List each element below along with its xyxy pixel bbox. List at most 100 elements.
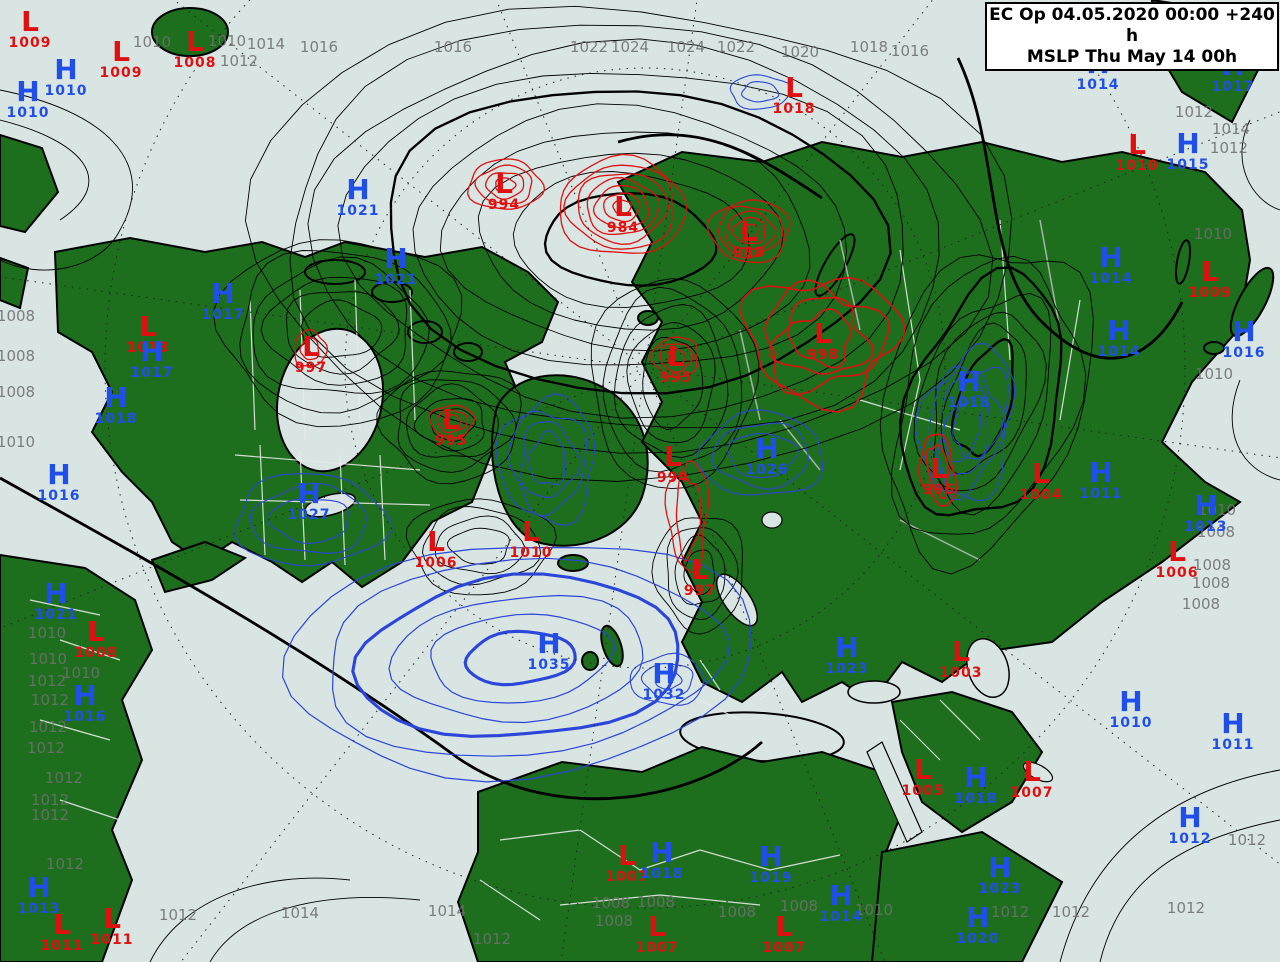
isobar-value-label: 1008 [0, 383, 36, 401]
isobar-ring [252, 256, 430, 395]
red-sea [866, 741, 923, 843]
isobar-ring [717, 205, 784, 259]
isobar-value-label: 1012 [1051, 903, 1091, 921]
isobar-ring [787, 308, 853, 369]
landmass-arabia [890, 690, 1044, 834]
isobar-ring [768, 296, 875, 375]
isobar-ring [436, 409, 468, 434]
isobar-ring [612, 199, 632, 215]
isobar-ring [447, 527, 510, 565]
isobar-value-label: 1010 [854, 901, 894, 919]
low-pressure-marker: L 1010 [509, 515, 553, 561]
isobar-ring [925, 444, 950, 500]
isobar-ring [239, 250, 452, 414]
isobar-ring [942, 379, 989, 463]
isobar-ring [397, 379, 517, 473]
isobar-value-label: 1014 [1211, 120, 1251, 138]
graticule-meridian [495, 0, 646, 369]
isobar-ring [696, 409, 824, 496]
isobar-ring [405, 383, 499, 458]
low-pressure-marker: L 988 [732, 215, 766, 261]
isobar-value-label: 1010 [27, 624, 67, 642]
isobar-ring [666, 347, 687, 366]
isobar-value-label: 1020 [780, 43, 820, 61]
high-pressure-marker: H 1019 [749, 840, 793, 886]
low-pressure-marker: L 1003 [939, 635, 983, 681]
landmass-japan [1229, 266, 1275, 338]
isobar-value-label: 1022 [716, 38, 756, 56]
isobars-static-layer [0, 57, 1280, 962]
isobar-value-label: 1008 [1181, 595, 1221, 613]
low-pressure-marker: L 994 [487, 167, 521, 213]
low-pressure-marker: L 1009 [1188, 255, 1232, 301]
isobar-ring [891, 255, 1087, 535]
isobar-ring [650, 336, 699, 378]
isobar-ring [933, 311, 1047, 492]
landmass-uk [600, 624, 624, 668]
border-line [249, 279, 416, 441]
white-sea [761, 511, 783, 529]
isobar-ring [706, 199, 791, 264]
high-pressure-marker: H 1010 [6, 75, 50, 121]
isobar-ring [301, 299, 383, 358]
high-pressure-marker: H 1032 [642, 657, 686, 703]
border-line [234, 444, 431, 566]
isobar-ring [389, 90, 892, 395]
isobar-value-label: 1008 [636, 893, 676, 911]
isobar-ring [726, 210, 777, 250]
isobar-value-label: 1008 [591, 894, 631, 912]
graticule-parallel [344, 67, 946, 669]
low-pressure-marker: L 1004 [1019, 457, 1063, 503]
isobar-value-label: 1012 [44, 769, 84, 787]
isobar-value-label: 1014 [246, 35, 286, 53]
border-line [29, 599, 121, 821]
isobar-ring [952, 395, 983, 457]
high-pressure-marker: H 1035 [527, 627, 571, 673]
low-pressure-marker: L 1006 [414, 525, 458, 571]
high-pressure-marker: H 1027 [287, 477, 331, 523]
isobar-ring [563, 164, 673, 250]
isobar-value-label: 1014 [280, 904, 320, 922]
high-pressure-marker: H 1016 [37, 458, 81, 504]
persian-gulf [1022, 761, 1054, 783]
isobar-value-label: 1016 [433, 38, 473, 56]
isobar-ring [388, 594, 644, 724]
isobar-ring [528, 429, 566, 486]
isobar-ring [613, 304, 729, 459]
isobar-ring [683, 549, 716, 595]
isobar-value-label: 1012 [990, 903, 1030, 921]
isobar-value-label: 1008 [0, 307, 36, 325]
isobar-ring [234, 473, 393, 567]
low-pressure-marker: L 1005 [901, 753, 945, 799]
low-pressure-marker: L 997 [683, 553, 717, 599]
isobar-ring [467, 158, 546, 210]
isobar-value-label: 1012 [1227, 831, 1267, 849]
isobar-value-label: 1012 [472, 930, 512, 948]
isobar-value-label: 1014 [427, 902, 467, 920]
isobar-value-label: 1010 [0, 433, 36, 451]
isobar-value-label: 1008 [779, 897, 819, 915]
isobar-bold [617, 133, 823, 200]
isobar-value-label: 1008 [717, 903, 757, 921]
low-pressure-marker: L 1009 [99, 35, 143, 81]
graticule-meridian [0, 367, 646, 629]
high-pressure-marker: H 1023 [825, 631, 869, 677]
isobar-value-label: 1010 [1194, 365, 1234, 383]
landmass-left-edge [0, 256, 30, 310]
isobar-value-label: 1012 [219, 52, 259, 70]
isobar-ring [282, 547, 752, 783]
high-pressure-marker: H 1010 [1109, 685, 1153, 731]
isobar-ring [508, 410, 588, 517]
high-pressure-marker: H 1018 [640, 836, 684, 882]
low-pressure-marker: L 1011 [90, 902, 134, 948]
isobar-value-label: 1012 [1209, 139, 1249, 157]
isobar-ring [642, 337, 704, 430]
isobar-value-label: 1010 [1197, 501, 1237, 519]
landmass-novaya-zemlya [814, 233, 856, 297]
borders-layer [29, 219, 1081, 921]
low-pressure-marker: L 998 [806, 317, 840, 363]
